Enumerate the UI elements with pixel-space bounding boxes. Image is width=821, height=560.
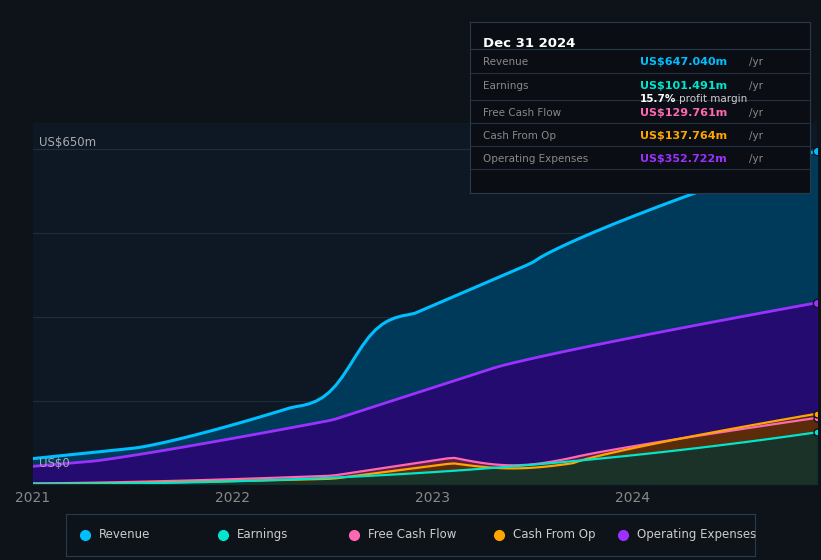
Text: Free Cash Flow: Free Cash Flow	[484, 108, 562, 118]
Text: Operating Expenses: Operating Expenses	[637, 528, 756, 541]
Text: 15.7%: 15.7%	[640, 94, 677, 104]
Text: /yr: /yr	[749, 154, 763, 164]
Text: Free Cash Flow: Free Cash Flow	[368, 528, 456, 541]
Text: US$0: US$0	[39, 457, 70, 470]
Text: Revenue: Revenue	[99, 528, 150, 541]
Text: Cash From Op: Cash From Op	[512, 528, 595, 541]
Text: Earnings: Earnings	[484, 81, 529, 91]
Text: US$352.722m: US$352.722m	[640, 154, 727, 164]
Text: profit margin: profit margin	[679, 94, 747, 104]
Text: US$650m: US$650m	[39, 136, 96, 149]
Text: US$647.040m: US$647.040m	[640, 57, 727, 67]
Text: Dec 31 2024: Dec 31 2024	[484, 37, 576, 50]
Text: /yr: /yr	[749, 131, 763, 141]
Text: US$101.491m: US$101.491m	[640, 81, 727, 91]
Text: US$137.764m: US$137.764m	[640, 131, 727, 141]
Text: /yr: /yr	[749, 108, 763, 118]
Text: Revenue: Revenue	[484, 57, 529, 67]
Text: Operating Expenses: Operating Expenses	[484, 154, 589, 164]
Text: Cash From Op: Cash From Op	[484, 131, 557, 141]
Text: Earnings: Earnings	[236, 528, 288, 541]
Text: US$129.761m: US$129.761m	[640, 108, 727, 118]
Text: /yr: /yr	[749, 57, 763, 67]
Text: /yr: /yr	[749, 81, 763, 91]
